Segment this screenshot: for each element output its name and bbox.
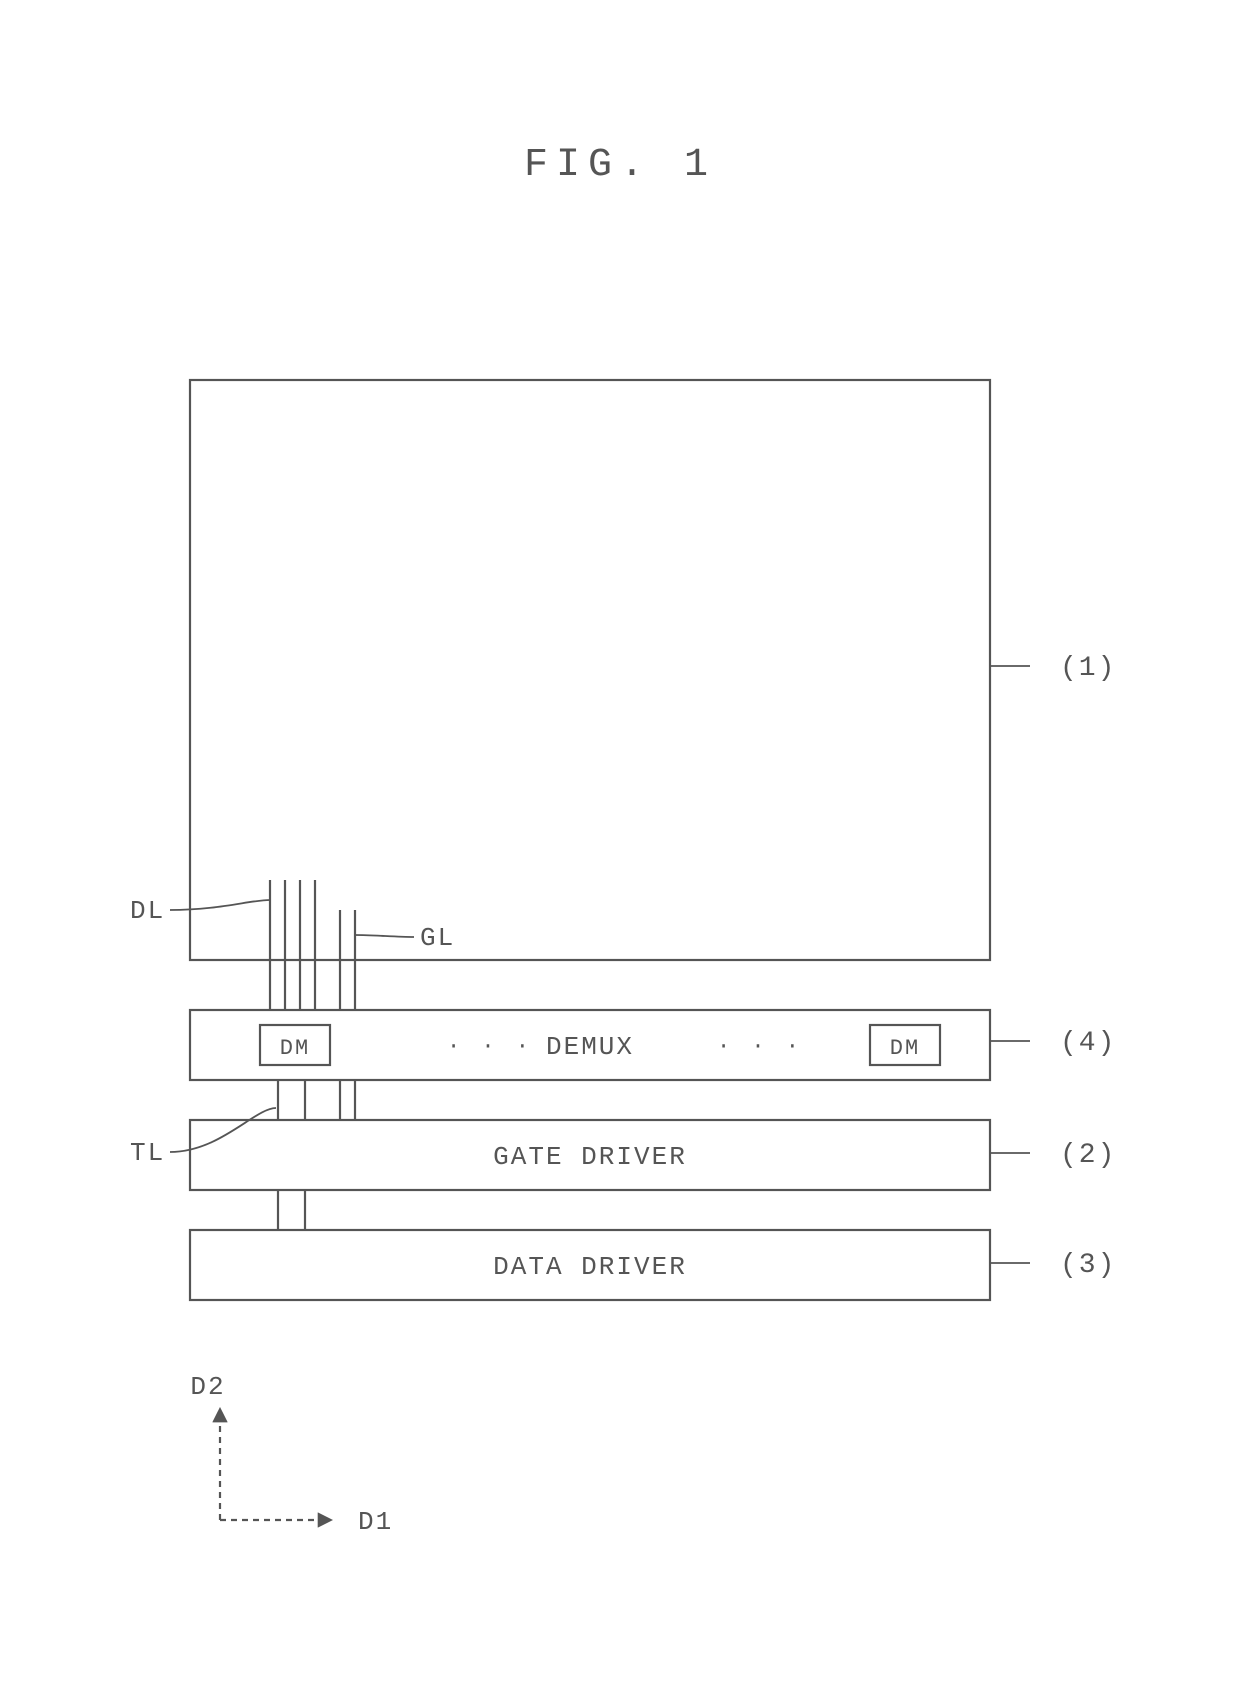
figure-title: FIG. 1: [524, 143, 716, 188]
svg-text:· · ·: · · ·: [717, 1034, 803, 1059]
dl-leader: [170, 900, 270, 910]
display-panel: [190, 380, 990, 960]
svg-text:GL: GL: [420, 923, 455, 953]
svg-text:DL: DL: [130, 896, 165, 926]
svg-text:DM: DM: [280, 1036, 310, 1061]
svg-text:(4): (4): [1060, 1028, 1116, 1059]
gl-leader: [355, 935, 414, 937]
svg-text:DEMUX: DEMUX: [546, 1032, 634, 1062]
svg-text:DM: DM: [890, 1036, 920, 1061]
svg-text:· · ·: · · ·: [447, 1034, 533, 1059]
tl-leader: [170, 1108, 276, 1152]
svg-text:(3): (3): [1060, 1250, 1116, 1281]
svg-text:(1): (1): [1060, 653, 1116, 684]
svg-text:D2: D2: [190, 1372, 225, 1402]
svg-text:GATE DRIVER: GATE DRIVER: [493, 1142, 687, 1172]
svg-text:(2): (2): [1060, 1140, 1116, 1171]
svg-text:TL: TL: [130, 1138, 165, 1168]
svg-text:D1: D1: [358, 1507, 393, 1537]
svg-text:DATA DRIVER: DATA DRIVER: [493, 1252, 687, 1282]
